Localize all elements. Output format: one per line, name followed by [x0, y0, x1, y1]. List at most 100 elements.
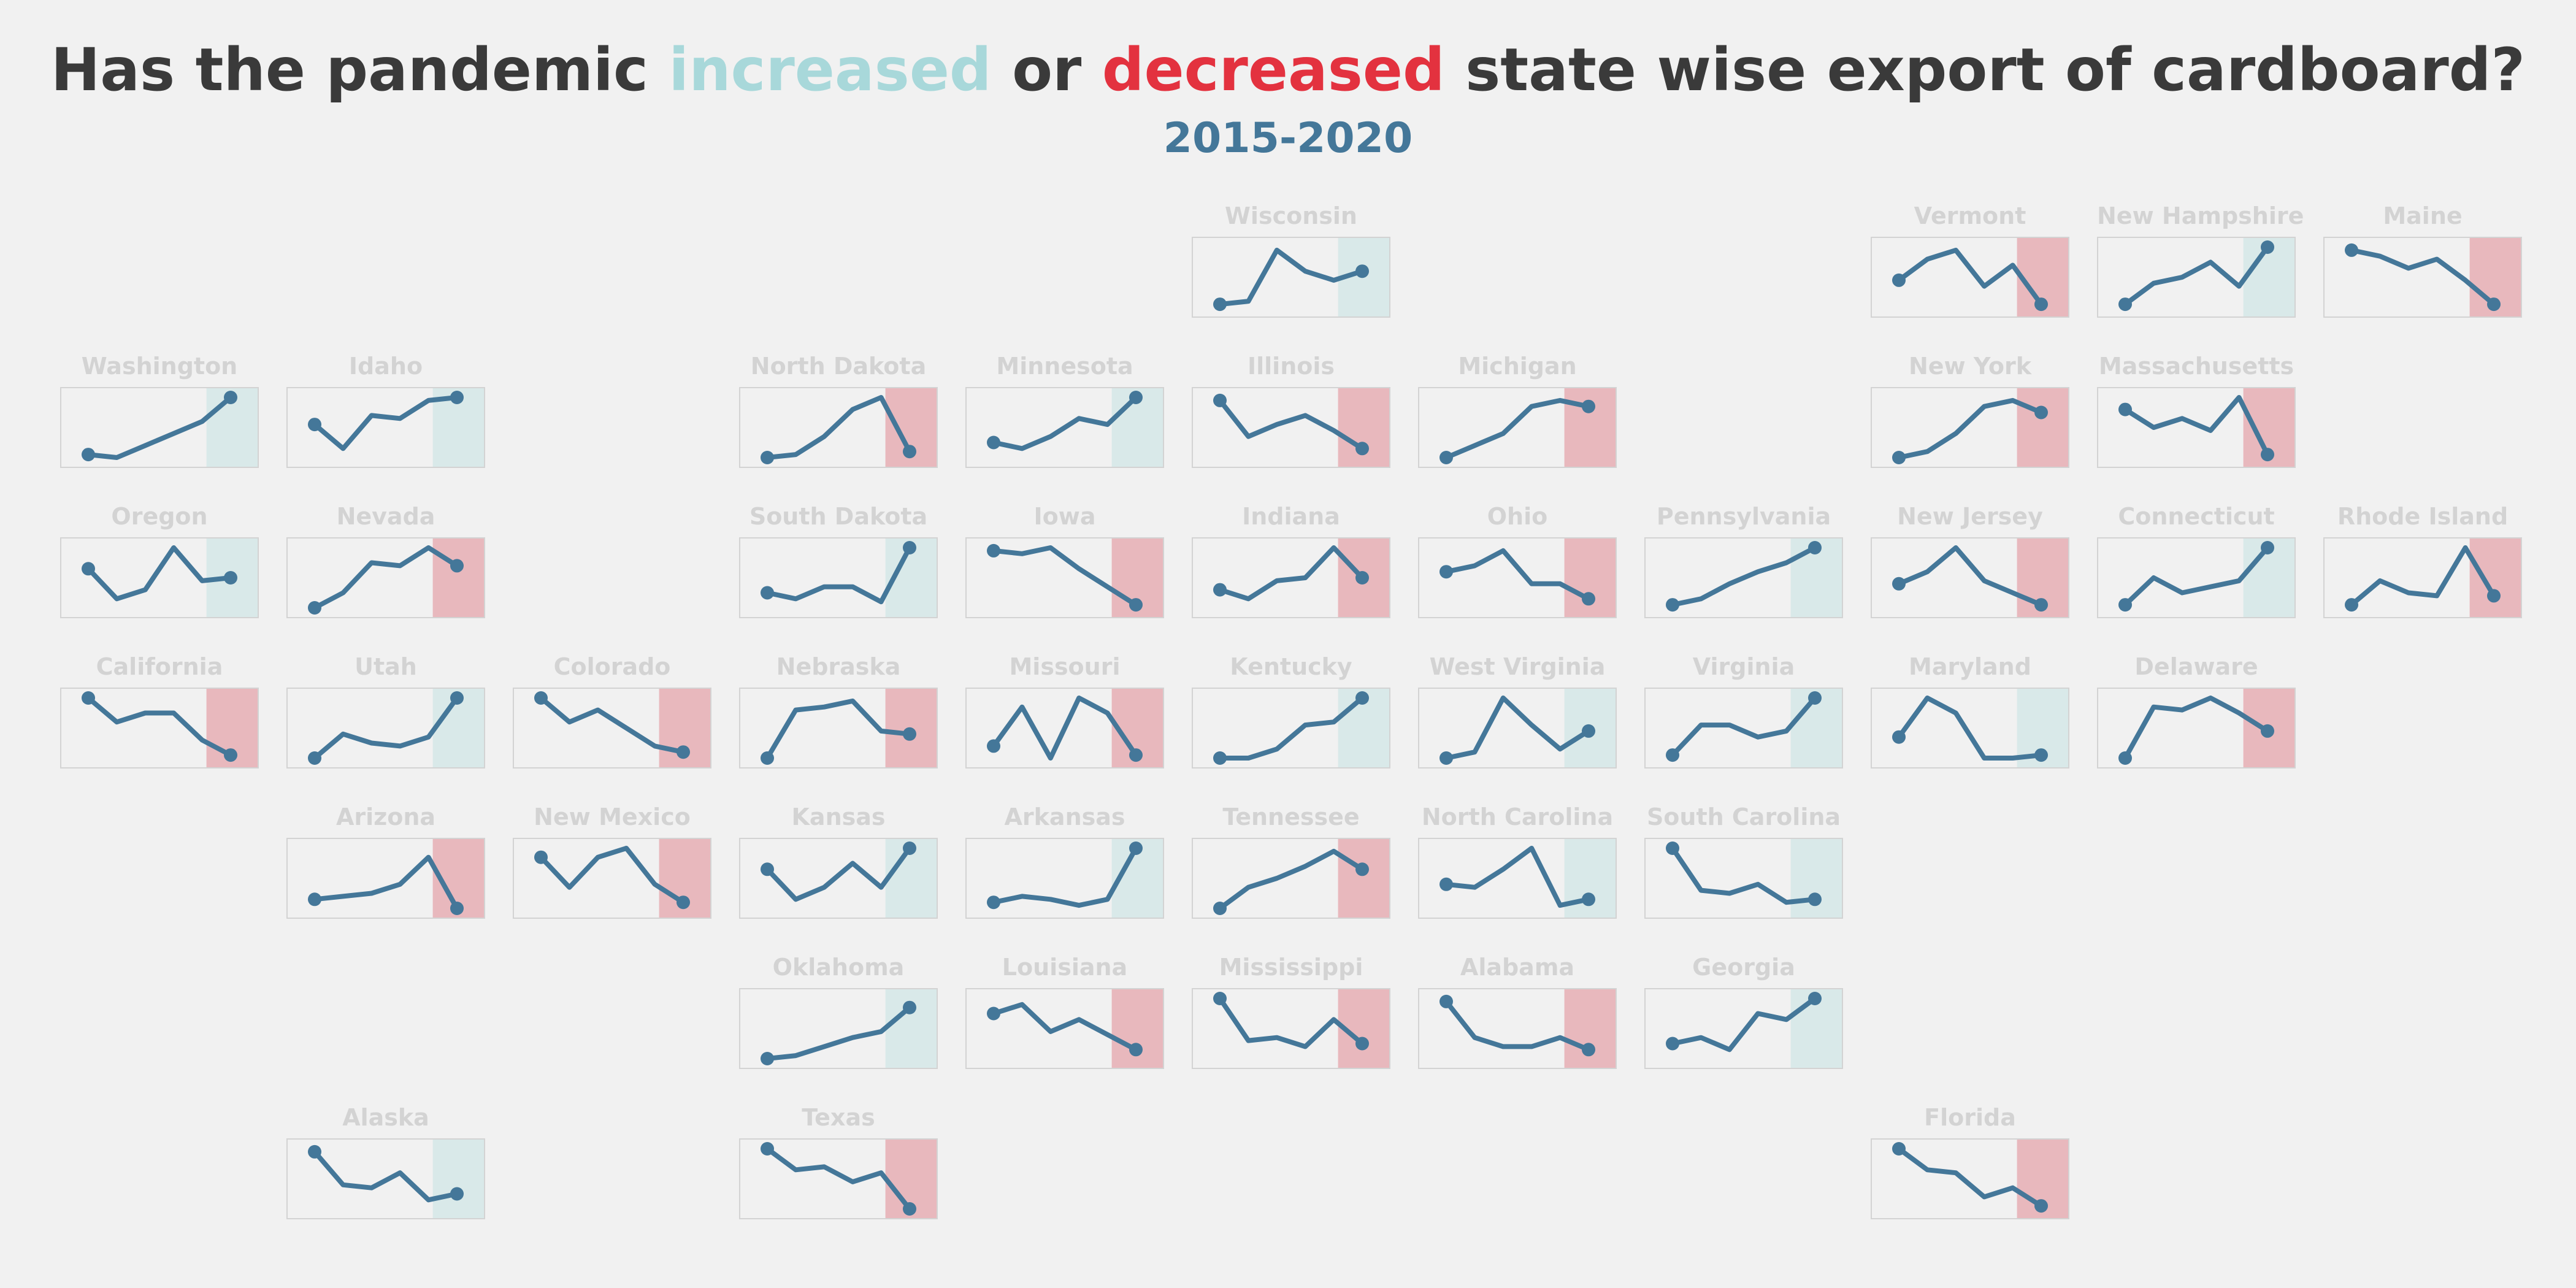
state-sparkline: [513, 838, 711, 919]
panel-frame: [1871, 1138, 2069, 1219]
panel-frame: [1192, 838, 1390, 919]
panel-frame: [1418, 838, 1617, 919]
series-line: [1217, 545, 1365, 602]
start-point-marker: [987, 543, 1000, 558]
start-point-marker: [761, 862, 774, 876]
series-line: [765, 698, 912, 761]
state-panel-massachusetts: Massachusetts: [2097, 353, 2296, 468]
pandemic-highlight-band: [1564, 838, 1617, 919]
state-sparkline: [1418, 988, 1617, 1069]
end-point-marker: [1808, 992, 1822, 1005]
state-label: Washington: [81, 353, 238, 380]
series-line: [1217, 696, 1365, 761]
state-label: South Dakota: [749, 503, 928, 530]
title-prefix: Has the pandemic: [50, 36, 669, 104]
state-sparkline: [1871, 537, 2069, 618]
state-panel-minnesota: Minnesota: [965, 353, 1164, 468]
panel-frame: [1418, 537, 1617, 618]
series-line: [312, 545, 459, 610]
start-point-marker: [2118, 598, 2132, 612]
state-label: Nebraska: [776, 653, 901, 680]
panel-frame: [513, 688, 711, 769]
series-line: [2123, 395, 2270, 458]
state-panel-virginia: Virginia: [1644, 653, 1843, 769]
state-sparkline: [739, 838, 938, 919]
end-point-marker: [2261, 240, 2274, 254]
panel-frame: [1192, 688, 1390, 769]
end-point-marker: [224, 748, 237, 762]
end-point-marker: [903, 727, 916, 741]
state-panel-tennessee: Tennessee: [1192, 803, 1390, 919]
state-label: New Mexico: [534, 803, 691, 830]
start-point-marker: [82, 448, 95, 462]
pandemic-highlight-band: [432, 537, 485, 618]
pandemic-highlight-band: [1564, 387, 1617, 468]
state-sparkline: [1418, 387, 1617, 468]
series-line: [86, 696, 233, 758]
panel-frame: [965, 688, 1164, 769]
state-panel-south-dakota: South Dakota: [739, 503, 938, 618]
end-point-marker: [903, 445, 916, 459]
title-word-increased: increased: [669, 36, 992, 104]
state-sparkline: [286, 838, 485, 919]
state-sparkline: [1418, 838, 1617, 919]
start-point-marker: [308, 601, 321, 615]
start-point-marker: [534, 691, 548, 705]
panel-frame: [739, 537, 938, 618]
state-sparkline: [965, 838, 1164, 919]
end-point-marker: [1355, 862, 1369, 876]
series-line: [765, 1005, 912, 1061]
panel-frame: [1644, 988, 1843, 1069]
panel-frame: [60, 688, 259, 769]
pandemic-highlight-band: [2017, 387, 2069, 468]
state-panel-new-hampshire: New Hampshire: [2097, 202, 2304, 318]
state-label: Alaska: [342, 1104, 429, 1131]
state-label: North Dakota: [750, 353, 927, 380]
state-sparkline: [965, 688, 1164, 769]
end-point-marker: [2261, 541, 2274, 554]
state-label: Maryland: [1909, 653, 2031, 680]
pandemic-highlight-band: [1564, 537, 1617, 618]
panel-frame: [1871, 387, 2069, 468]
end-point-marker: [2034, 748, 2048, 762]
state-panel-wisconsin: Wisconsin: [1192, 202, 1390, 318]
state-sparkline: [739, 1138, 938, 1219]
title-suffix: state wise export of cardboard?: [1444, 36, 2526, 104]
start-point-marker: [1439, 565, 1453, 579]
chart-title: Has the pandemic increased or decreased …: [0, 36, 2576, 104]
state-label: Kansas: [791, 803, 886, 830]
state-label: Arizona: [335, 803, 436, 830]
series-line: [765, 1146, 912, 1211]
series-line: [312, 1149, 459, 1203]
state-label: Nevada: [336, 503, 435, 530]
end-point-marker: [1129, 1043, 1143, 1057]
state-panel-missouri: Missouri: [965, 653, 1164, 769]
end-point-marker: [1129, 598, 1143, 612]
series-line: [86, 395, 233, 460]
state-sparkline: [1644, 988, 1843, 1069]
start-point-marker: [761, 1142, 774, 1156]
end-point-marker: [450, 1187, 464, 1201]
start-point-marker: [1666, 1037, 1679, 1051]
state-label: Arkansas: [1004, 803, 1125, 830]
panel-frame: [1871, 237, 2069, 318]
state-sparkline: [1644, 838, 1843, 919]
state-panel-west-virginia: West Virginia: [1418, 653, 1617, 769]
end-point-marker: [1129, 391, 1143, 404]
panel-frame: [60, 387, 259, 468]
state-panel-nevada: Nevada: [286, 503, 485, 618]
panel-frame: [1644, 688, 1843, 769]
start-point-marker: [308, 418, 321, 432]
state-sparkline: [2323, 537, 2522, 618]
end-point-marker: [677, 745, 690, 759]
state-label: Texas: [802, 1104, 875, 1131]
start-point-marker: [1439, 994, 1453, 1008]
series-line: [1217, 247, 1365, 307]
state-panel-kansas: Kansas: [739, 803, 938, 919]
panel-frame: [1418, 688, 1617, 769]
panel-frame: [739, 988, 938, 1069]
series-line: [765, 846, 912, 902]
state-sparkline: [1192, 537, 1390, 618]
state-label: Wisconsin: [1225, 202, 1357, 229]
state-sparkline: [286, 537, 485, 618]
